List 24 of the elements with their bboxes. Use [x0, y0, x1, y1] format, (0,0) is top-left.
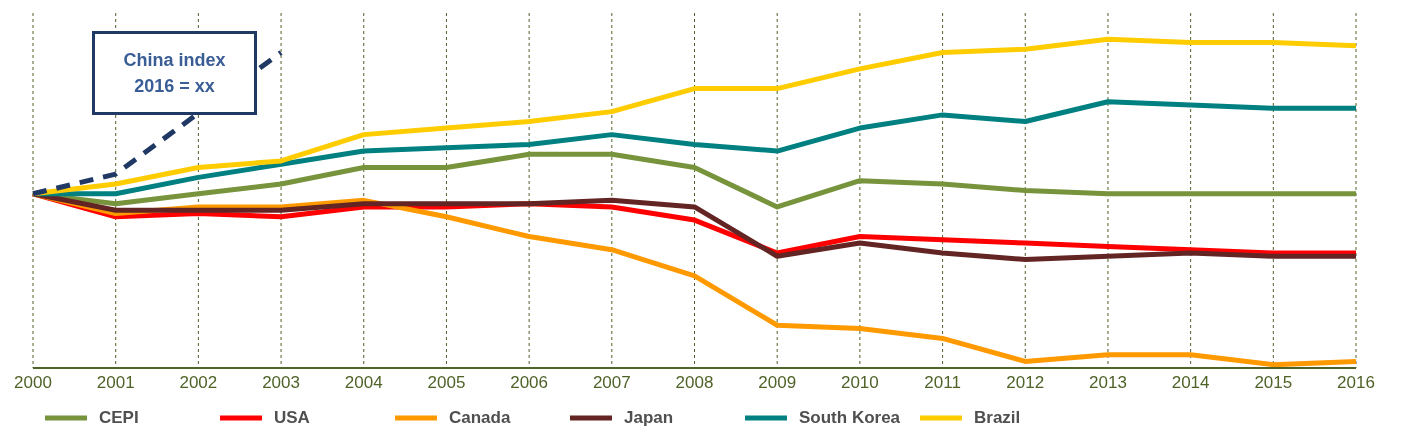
x-tick-label: 2003 [262, 373, 300, 393]
x-tick-label: 2010 [840, 373, 879, 393]
x-tick-label: 2005 [427, 373, 466, 393]
x-tick-label: 2002 [179, 373, 218, 393]
x-tick-label: 2004 [344, 373, 383, 393]
legend-label: USA [274, 408, 310, 428]
x-tick-label: 2006 [510, 373, 549, 393]
legend-label: Brazil [974, 408, 1021, 428]
x-tick-label: 2001 [96, 373, 135, 393]
x-tick-label: 2007 [592, 373, 631, 393]
x-tick-label: 2000 [14, 373, 52, 393]
callout-box: China index 2016 = xx [92, 31, 257, 115]
x-tick-label: 2011 [924, 373, 961, 393]
legend-label: CEPI [99, 408, 139, 428]
x-tick-label: 2013 [1089, 373, 1127, 393]
x-tick-label: 2015 [1254, 373, 1293, 393]
x-tick-label: 2016 [1337, 373, 1375, 393]
x-tick-label: 2009 [758, 373, 797, 393]
legend-label: Japan [624, 408, 674, 428]
legend-label: Canada [449, 408, 511, 428]
legend-label: South Korea [799, 408, 901, 428]
x-tick-label: 2012 [1006, 373, 1045, 393]
x-tick-label: 2008 [675, 373, 714, 393]
x-tick-label: 2014 [1171, 373, 1210, 393]
